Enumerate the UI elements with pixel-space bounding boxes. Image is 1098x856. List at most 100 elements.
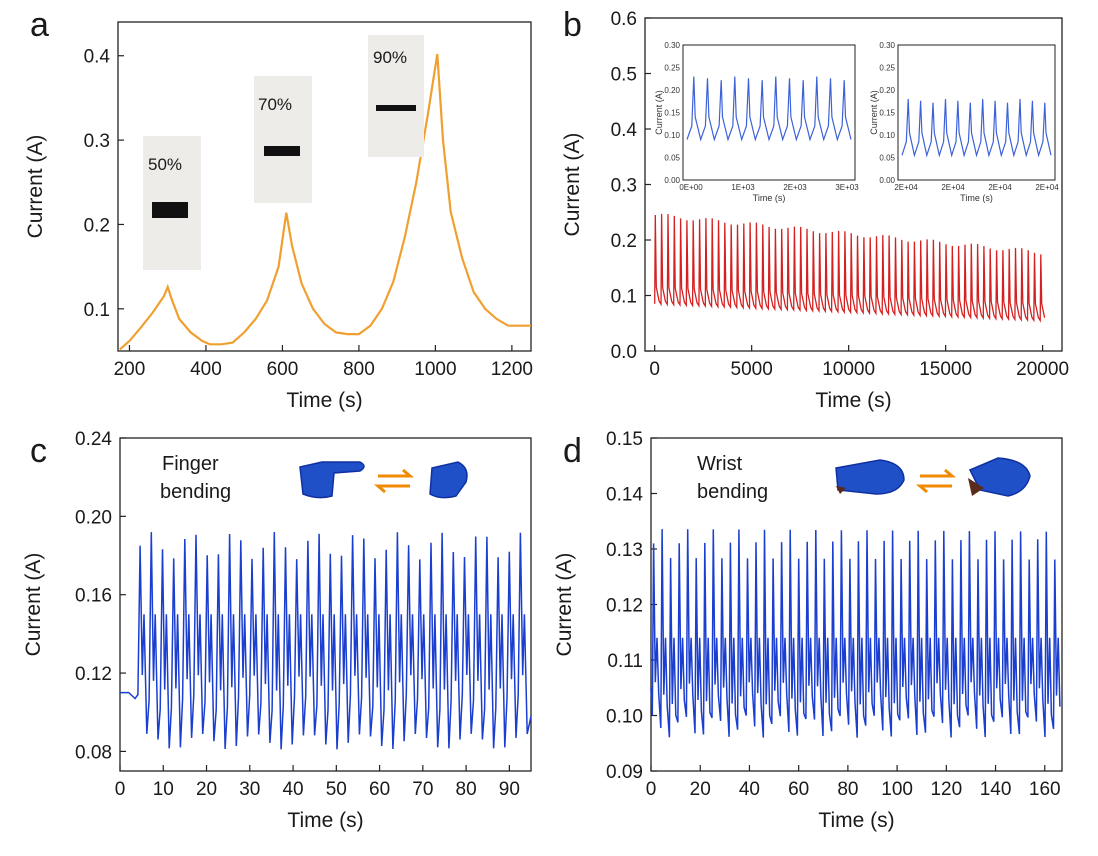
panel-label-c: c	[30, 432, 47, 470]
inset-y-tick-label: 0.00	[664, 176, 680, 185]
inset-y-tick-label: 0.15	[879, 109, 895, 118]
panel-label-b: b	[563, 6, 582, 44]
y-tick-label: 0.13	[606, 540, 643, 561]
y-tick-label: 0.5	[611, 65, 637, 86]
chart-panel-a: 200 400 600 800 1000 1200 0.1 0.2 0.3 0.4 Time (s)…	[24, 21, 533, 412]
y-tick-label: 0.14	[606, 485, 643, 506]
inset-x-tick-label: 2E+04	[988, 183, 1012, 192]
y-tick-label: 0.12	[606, 596, 643, 617]
y-tick-label: 0.15	[606, 429, 643, 450]
inset-x-axis-label: Time (s)	[753, 193, 786, 203]
finger-bent-icon	[429, 461, 468, 499]
y-tick-label: 0.10	[606, 707, 643, 728]
y-tick-label: 0.08	[75, 742, 112, 763]
y-tick-label: 0.16	[75, 586, 112, 607]
inset-y-tick-label: 0.10	[879, 131, 895, 140]
x-tick-label: 80	[456, 779, 477, 800]
inset-y-axis-label: Current (A)	[654, 90, 664, 135]
inset-y-tick-label: 0.30	[879, 41, 895, 50]
chart-panel-b: 0 5000 10000 15000 20000 0.0 0.1 0.2 0.3 0.4 0.5 0.…	[561, 9, 1069, 412]
y-axis-label: Current (A)	[561, 133, 584, 237]
data-series-current	[119, 53, 531, 351]
x-axis-label: Time (s)	[287, 809, 363, 832]
y-tick-label: 0.11	[607, 651, 643, 672]
wrist-straight-icon	[835, 459, 905, 495]
strain-label-50: 50%	[148, 155, 182, 174]
inset-y-tick-label: 0.25	[664, 64, 680, 73]
y-tick-label: 0.4	[611, 120, 638, 141]
inset-y-tick-label: 0.00	[879, 176, 895, 185]
panel-label-a: a	[30, 6, 49, 44]
x-axis-label: Time (s)	[818, 809, 894, 832]
strain-label-70: 70%	[258, 95, 292, 114]
wrist-label-line2: bending	[697, 481, 768, 503]
x-axis-label: Time (s)	[286, 389, 362, 412]
x-tick-label: 30	[239, 779, 260, 800]
inset-x-tick-label: 1E+03	[731, 183, 755, 192]
photo-70-percent: 70%	[254, 76, 312, 203]
y-tick-label: 0.12	[75, 664, 112, 685]
x-tick-label: 800	[343, 359, 375, 380]
y-tick-label: 0.2	[611, 231, 637, 252]
y-tick-label: 0.24	[75, 429, 112, 450]
y-tick-label: 0.0	[611, 342, 637, 363]
y-axis-label: Current (A)	[22, 553, 45, 657]
x-tick-label: 60	[788, 779, 809, 800]
x-tick-label: 40	[282, 779, 303, 800]
wrist-label-line1: Wrist	[697, 453, 743, 475]
x-tick-label: 5000	[731, 359, 773, 380]
inset-data-series	[686, 76, 852, 142]
plot-frame	[119, 437, 532, 772]
y-tick-label: 0.3	[84, 131, 110, 152]
inset-x-tick-label: 2E+04	[1035, 183, 1059, 192]
plot-frame	[117, 21, 532, 352]
inset-frame	[897, 44, 1056, 181]
photo-50-percent: 50%	[143, 136, 201, 270]
x-tick-label: 10000	[822, 359, 875, 380]
x-tick-label: 50	[326, 779, 347, 800]
photo-90-percent: 90%	[368, 35, 424, 157]
y-tick-label: 0.4	[84, 47, 111, 68]
data-series-wrist	[650, 529, 1061, 738]
inset-y-tick-label: 0.10	[664, 131, 680, 140]
wrist-bent-icon	[968, 457, 1031, 497]
x-tick-label: 0	[115, 779, 126, 800]
inset-y-tick-label: 0.20	[879, 86, 895, 95]
x-tick-label: 90	[499, 779, 520, 800]
y-tick-label: 0.6	[611, 9, 637, 30]
x-tick-label: 120	[930, 779, 962, 800]
strain-label-90: 90%	[373, 48, 407, 67]
inset-x-tick-label: 3E+03	[835, 183, 859, 192]
inset-data-series	[901, 98, 1052, 158]
chart-panel-d: 0 20 40 60 80 100 120 140 160 0.09 0.10 0.11 0.12 0.1…	[553, 429, 1063, 832]
finger-label-line1: Finger	[162, 453, 219, 475]
inset-y-tick-label: 0.30	[664, 41, 680, 50]
x-tick-label: 400	[190, 359, 222, 380]
data-series-cycling	[654, 213, 1046, 323]
x-tick-label: 70	[412, 779, 433, 800]
x-tick-label: 140	[980, 779, 1012, 800]
inset-y-tick-label: 0.25	[879, 64, 895, 73]
inset-x-axis-label: Time (s)	[960, 193, 993, 203]
switch-arrows-icon	[915, 468, 957, 494]
x-tick-label: 15000	[919, 359, 972, 380]
inset-y-tick-label: 0.20	[664, 86, 680, 95]
panel-label-d: d	[563, 432, 582, 470]
switch-arrows-icon	[373, 468, 415, 494]
x-tick-label: 20000	[1016, 359, 1069, 380]
x-tick-label: 160	[1029, 779, 1061, 800]
y-tick-label: 0.20	[75, 507, 112, 528]
inset-y-axis-label: Current (A)	[869, 90, 879, 135]
inset-x-tick-label: 2E+04	[894, 183, 918, 192]
x-tick-label: 60	[369, 779, 390, 800]
inset-y-tick-label: 0.05	[879, 154, 895, 163]
y-tick-label: 0.1	[611, 287, 637, 308]
inset-y-tick-label: 0.05	[664, 154, 680, 163]
x-tick-label: 20	[196, 779, 217, 800]
x-tick-label: 600	[267, 359, 299, 380]
x-axis-label: Time (s)	[815, 389, 891, 412]
inset-x-tick-label: 2E+03	[783, 183, 807, 192]
